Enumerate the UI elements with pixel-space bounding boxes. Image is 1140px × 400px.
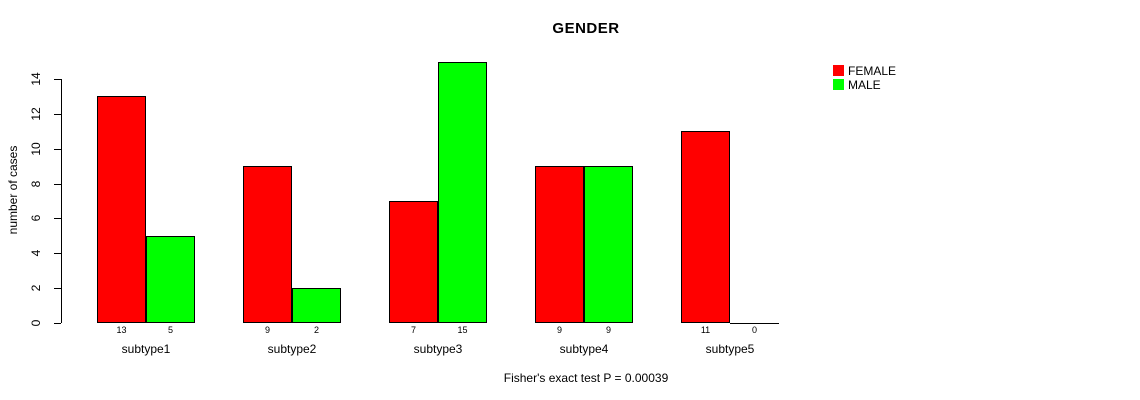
y-axis-tick (54, 184, 61, 185)
y-axis-tick (54, 288, 61, 289)
y-axis-tick (54, 323, 61, 324)
x-category-label-subtype1: subtype1 (121, 342, 171, 356)
bar-female-subtype5 (681, 131, 730, 323)
bar-value-label: 15 (457, 325, 468, 335)
y-axis-tick (54, 218, 61, 219)
bar-value-label: 5 (167, 325, 174, 335)
y-axis-tick-label: 4 (29, 249, 43, 257)
y-axis-tick-label: 6 (29, 214, 43, 222)
bar-value-label: 7 (410, 325, 417, 335)
y-axis-tick-label: 8 (29, 180, 43, 188)
bar-value-label: 9 (556, 325, 563, 335)
y-axis-tick-label: 14 (29, 72, 43, 86)
legend: FEMALE MALE (833, 64, 896, 92)
bar-male-subtype4 (584, 166, 633, 323)
legend-label-female: FEMALE (848, 63, 897, 78)
chart-title: GENDER (552, 20, 620, 37)
y-axis-line (61, 78, 62, 323)
y-axis-tick (54, 79, 61, 80)
bar-male-subtype2 (292, 288, 341, 323)
bar-female-subtype2 (243, 166, 292, 323)
y-axis-tick (54, 114, 61, 115)
legend-label-male: MALE (848, 77, 881, 92)
bar-value-label: 13 (116, 325, 127, 335)
y-axis-tick-label: 0 (29, 319, 43, 327)
y-axis-label: number of cases (6, 145, 20, 235)
bar-female-subtype1 (97, 96, 146, 323)
bar-value-label: 9 (264, 325, 271, 335)
bar-male-subtype3 (438, 62, 487, 323)
legend-item-female: FEMALE (833, 64, 896, 77)
caption-fisher-test: Fisher's exact test P = 0.00039 (503, 371, 669, 385)
bar-male-subtype1 (146, 236, 195, 323)
bar-value-label: 11 (700, 325, 711, 335)
y-axis-tick-label: 12 (29, 107, 43, 121)
legend-swatch-female (833, 65, 844, 76)
bar-value-label: 9 (605, 325, 612, 335)
bar-value-label: 0 (751, 325, 758, 335)
bar-female-subtype4 (535, 166, 584, 323)
bar-value-label: 2 (313, 325, 320, 335)
bar-female-subtype3 (389, 201, 438, 323)
x-category-label-subtype5: subtype5 (705, 342, 755, 356)
x-category-label-subtype4: subtype4 (559, 342, 609, 356)
y-axis-tick (54, 149, 61, 150)
x-category-label-subtype3: subtype3 (413, 342, 463, 356)
y-axis-tick (54, 253, 61, 254)
legend-item-male: MALE (833, 78, 896, 91)
y-axis-tick-label: 10 (29, 142, 43, 156)
x-category-label-subtype2: subtype2 (267, 342, 317, 356)
legend-swatch-male (833, 79, 844, 90)
bar-male-subtype5 (730, 323, 779, 324)
y-axis-tick-label: 2 (29, 284, 43, 292)
